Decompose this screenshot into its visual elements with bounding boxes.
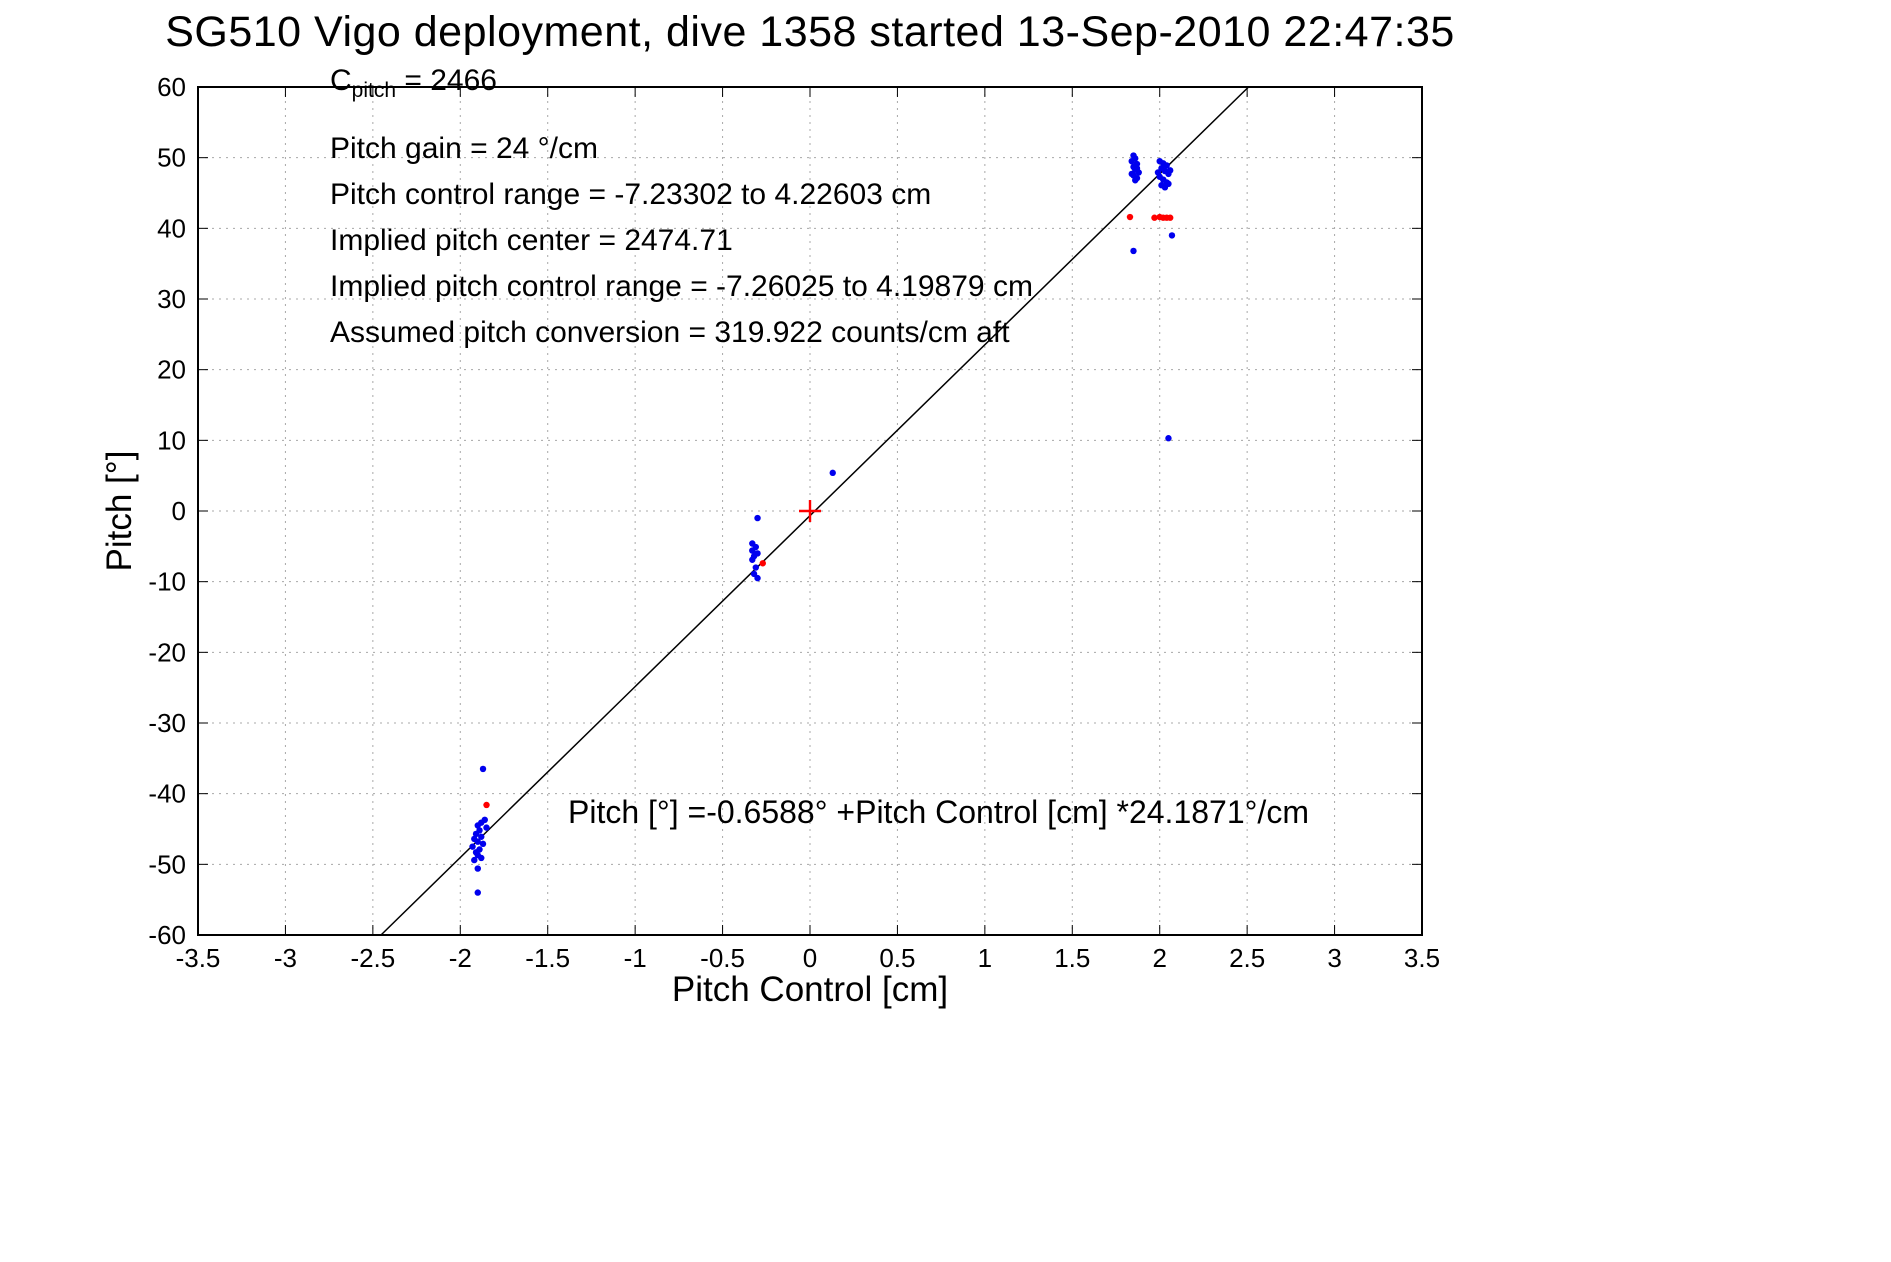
flagged-pitch-point — [1167, 214, 1174, 221]
observed-pitch-point — [478, 854, 485, 862]
x-tick-label: -2.5 — [350, 943, 395, 973]
observed-pitch-point — [479, 840, 487, 848]
y-tick-label: 10 — [157, 425, 186, 455]
x-tick-label: 0 — [803, 943, 817, 973]
observed-pitch-point — [479, 765, 487, 773]
y-tick-label: -40 — [148, 779, 186, 809]
observed-pitch-point — [1165, 180, 1172, 188]
x-tick-label: -3.5 — [176, 943, 221, 973]
y-tick-label: -20 — [148, 637, 186, 667]
observed-pitch-point — [474, 865, 481, 872]
x-tick-label: 1 — [978, 943, 992, 973]
fit-equation: Pitch [°] =-0.6588° +Pitch Control [cm] … — [568, 794, 1309, 830]
observed-pitch-point — [478, 833, 485, 840]
x-tick-label: 3 — [1327, 943, 1341, 973]
observed-pitch-point — [474, 889, 481, 896]
observed-pitch-point — [474, 838, 481, 845]
observed-pitch-point — [1168, 232, 1176, 239]
x-axis-label: Pitch Control [cm] — [671, 970, 949, 1009]
x-tick-label: 0.5 — [879, 943, 915, 973]
observed-pitch-point — [1154, 169, 1162, 176]
x-tick-label: 2 — [1152, 943, 1166, 973]
x-tick-label: 1.5 — [1054, 943, 1090, 973]
observed-pitch-point — [1133, 165, 1141, 172]
observed-pitch-point — [1163, 162, 1170, 169]
y-tick-label: -10 — [148, 567, 186, 597]
y-tick-label: -60 — [148, 920, 186, 950]
flagged-pitch-point — [1126, 213, 1134, 221]
observed-pitch-point — [754, 514, 761, 522]
annotation-c-pitch: Cpitch = 2466 — [330, 58, 1033, 114]
observed-pitch-point — [483, 824, 490, 831]
c-subscript: pitch — [351, 79, 397, 102]
flagged-pitch-point — [759, 560, 766, 567]
annotation-implied-control-range: Implied pitch control range = -7.26025 t… — [330, 270, 1033, 303]
observed-pitch-point — [1128, 158, 1135, 165]
annotation-block: Cpitch = 2466 Pitch gain = 24 °/cm Pitch… — [330, 58, 1033, 356]
annotation-pitch-conversion: Assumed pitch conversion = 319.922 count… — [330, 316, 1010, 349]
c-value: = 2466 — [396, 64, 497, 97]
y-tick-label: 30 — [157, 284, 186, 314]
observed-pitch-point — [749, 556, 756, 563]
observed-pitch-point — [749, 547, 756, 554]
annotation-pitch-gain: Pitch gain = 24 °/cm — [330, 132, 598, 165]
observed-pitch-point — [1165, 435, 1172, 442]
observed-pitch-point — [1130, 247, 1137, 255]
chart-title: SG510 Vigo deployment, dive 1358 started… — [165, 8, 1455, 56]
observed-pitch-point — [1167, 167, 1174, 174]
x-tick-label: 2.5 — [1229, 943, 1265, 973]
x-tick-label: 3.5 — [1404, 943, 1440, 973]
annotation-pitch-control-range: Pitch control range = -7.23302 to 4.2260… — [330, 178, 932, 211]
observed-pitch-point — [469, 843, 476, 850]
observed-pitch-point — [474, 822, 481, 829]
observed-pitch-point — [471, 856, 478, 864]
flagged-pitch-point — [1151, 214, 1158, 221]
x-tick-label: -2 — [449, 943, 472, 973]
x-tick-label: -0.5 — [700, 943, 745, 973]
y-tick-label: 40 — [157, 213, 186, 243]
x-tick-label: -1.5 — [525, 943, 570, 973]
y-tick-label: 0 — [172, 496, 186, 526]
y-tick-label: 50 — [157, 143, 186, 173]
annotation-implied-pitch-center: Implied pitch center = 2474.71 — [330, 224, 733, 257]
x-tick-label: -3 — [274, 943, 297, 973]
observed-pitch-point — [752, 564, 759, 571]
observed-pitch-point — [1128, 170, 1135, 178]
observed-pitch-point — [829, 469, 836, 477]
y-tick-label: 20 — [157, 355, 186, 385]
y-tick-label: -50 — [148, 849, 186, 879]
y-tick-label: 60 — [157, 72, 186, 102]
observed-pitch-point — [472, 830, 480, 838]
flagged-pitch-point — [483, 801, 490, 809]
c-label: C — [330, 64, 352, 97]
observed-pitch-point — [1132, 177, 1139, 184]
observed-pitch-point — [754, 574, 761, 582]
y-tick-label: -30 — [148, 708, 186, 738]
x-tick-label: -1 — [624, 943, 647, 973]
observed-pitch-point — [750, 570, 758, 578]
